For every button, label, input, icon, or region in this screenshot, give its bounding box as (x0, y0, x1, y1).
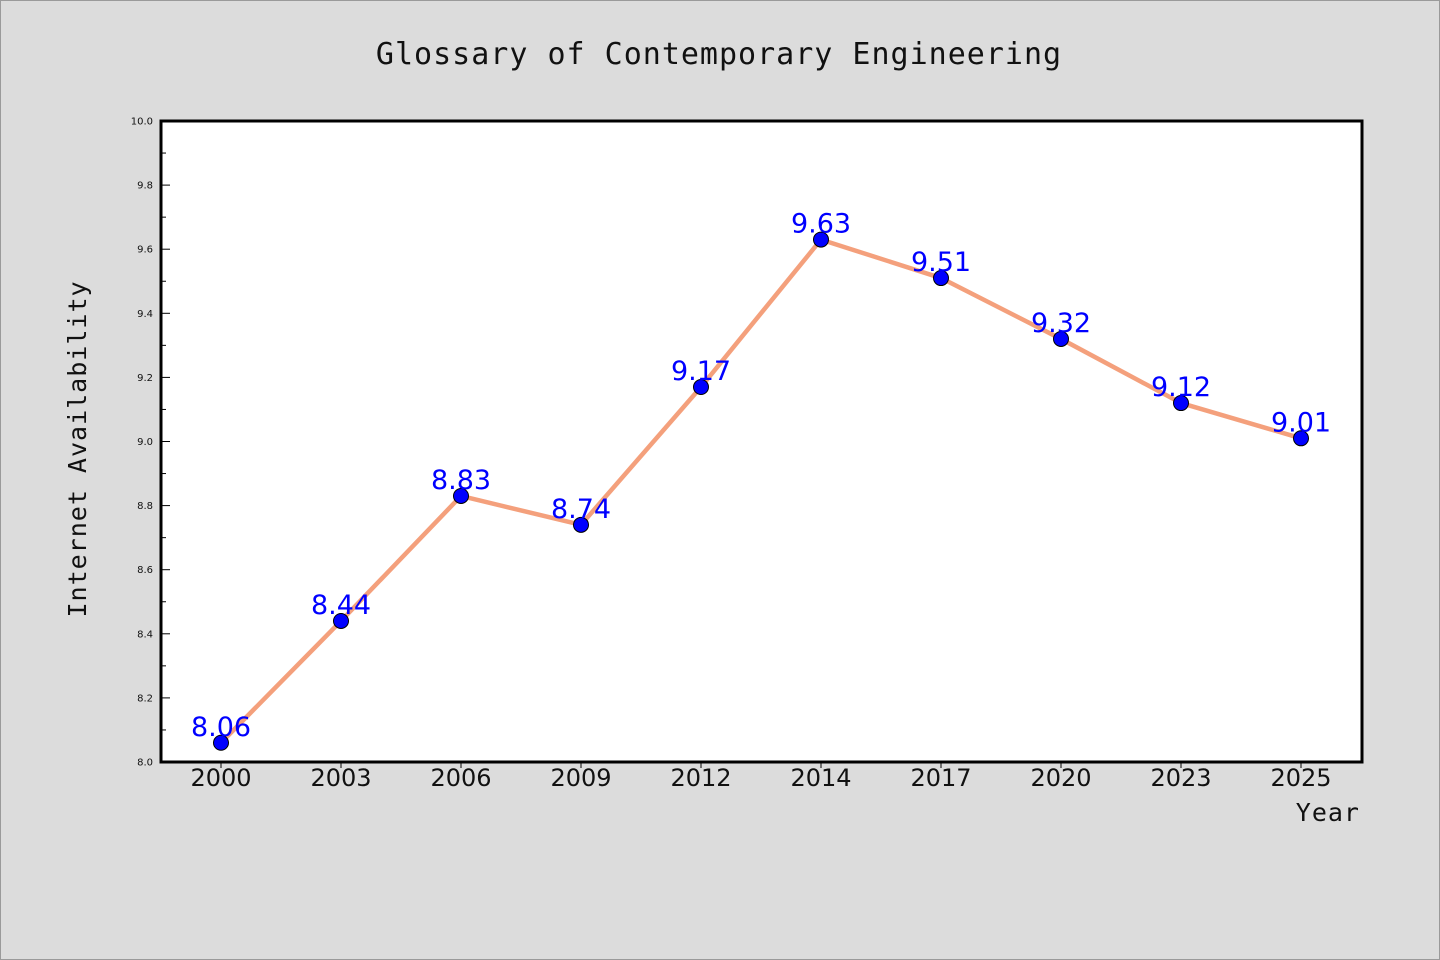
y-tick-label: 9.4 (137, 309, 153, 320)
data-label: 8.83 (431, 465, 491, 496)
x-axis-label: Year (1296, 798, 1360, 827)
y-tick-label: 8.0 (137, 758, 153, 769)
series-layer: 8.06 8.44 8.83 8.74 9.17 9.63 9.51 9.32 9.12 9.01 (191, 209, 1331, 751)
data-label: 9.01 (1271, 407, 1331, 438)
data-label: 8.74 (551, 494, 611, 525)
plot-area (161, 121, 1362, 762)
x-tick-label: 2025 (1270, 764, 1331, 792)
y-tick-label: 10.0 (131, 117, 153, 128)
x-tick-label: 2006 (430, 764, 491, 792)
data-point (573, 516, 589, 533)
x-tick-label: 2014 (790, 764, 851, 792)
y-tick-label: 9.0 (137, 437, 153, 448)
data-point (453, 487, 469, 504)
y-tick-label: 9.2 (137, 373, 153, 384)
data-point (1293, 430, 1309, 447)
x-tick-label: 2023 (1150, 764, 1211, 792)
x-tick-label: 2017 (910, 764, 971, 792)
data-label: 9.63 (791, 209, 851, 240)
x-tick-label: 2012 (670, 764, 731, 792)
plot-frame (159, 119, 1364, 764)
y-tick-label: 8.4 (137, 629, 153, 640)
series-line (218, 237, 1304, 746)
y-tick-label: 9.6 (137, 245, 153, 256)
y-tick-label: 9.8 (137, 181, 153, 192)
data-point (213, 734, 229, 751)
data-point (693, 379, 709, 396)
data-label: 8.06 (191, 712, 251, 743)
y-axis-ticks: 8.0 8.2 8.4 8.6 8.8 9.0 9.2 9.4 9.6 9.8 10.0 (131, 117, 170, 769)
data-label: 9.32 (1031, 308, 1091, 339)
data-point (333, 612, 349, 629)
y-tick-label: 8.8 (137, 501, 153, 512)
data-label: 9.12 (1151, 372, 1211, 403)
y-tick-label: 8.2 (137, 693, 153, 704)
y-axis-label: Internet Availability (63, 280, 92, 617)
x-tick-label: 2020 (1030, 764, 1091, 792)
x-tick-label: 2000 (190, 764, 251, 792)
data-point (813, 231, 829, 248)
data-label: 8.44 (311, 590, 371, 621)
data-point (933, 270, 949, 287)
x-axis-ticks: 2000 2003 2006 2009 2012 2014 2017 2020 2023 2025 (190, 762, 1332, 792)
data-label: 9.51 (911, 247, 971, 278)
y-tick-label: 8.6 (137, 565, 153, 576)
x-tick-label: 2003 (310, 764, 371, 792)
data-point (1053, 330, 1069, 347)
chart-title: Glossary of Contemporary Engineering (376, 37, 1062, 72)
x-tick-label: 2009 (550, 764, 611, 792)
data-point (1173, 395, 1189, 412)
data-label: 9.17 (671, 356, 731, 387)
